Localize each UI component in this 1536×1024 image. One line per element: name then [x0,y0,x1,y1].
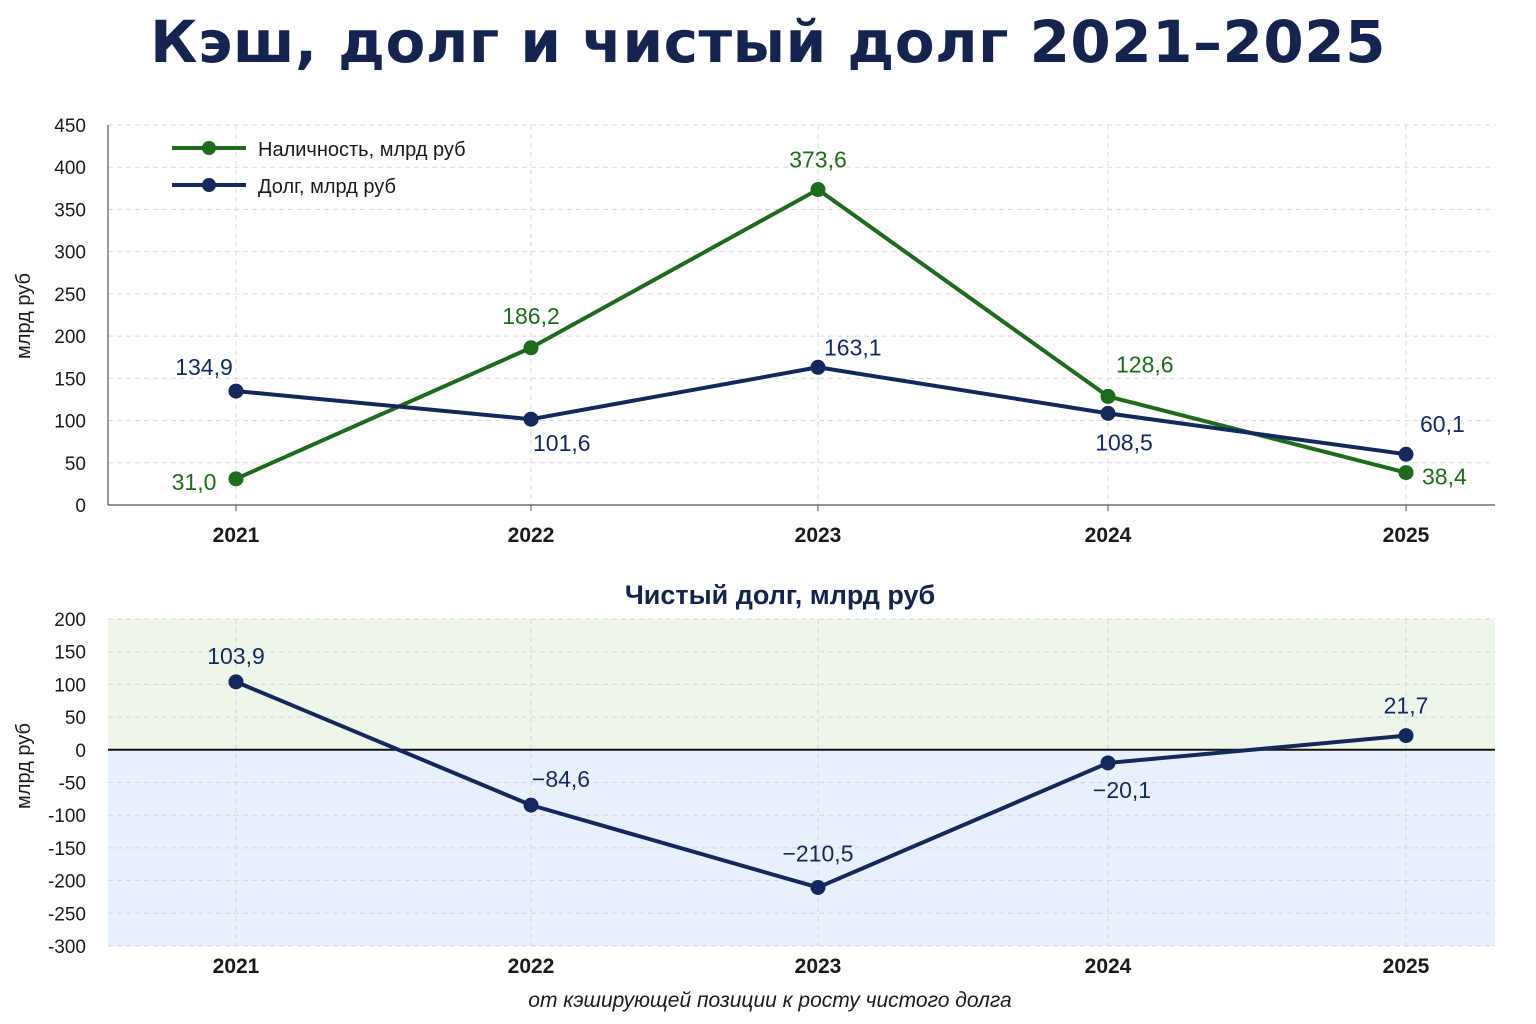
debt-data-label: 101,6 [533,430,591,456]
top-y-tick-label: 300 [54,243,86,264]
top-legend: Наличность, млрд руб Долг, млрд руб [172,139,466,198]
legend-debt-label: Долг, млрд руб [258,176,396,198]
bottom-y-tick-label: -150 [48,839,86,860]
debt-data-label: 163,1 [824,334,882,360]
cash-data-point [1100,388,1116,404]
debt-data-point [1100,405,1116,421]
top-x-tick-label: 2025 [1383,524,1430,547]
top-y-tick-label: 50 [65,454,86,475]
debt-series-line [235,365,1407,457]
net-debt-data-label: −84,6 [532,766,590,792]
top-y-tick-label: 0 [75,496,86,517]
net-debt-data-point [523,797,539,813]
bottom-y-tick-label: 150 [54,643,86,664]
top-y-tick-label: 450 [54,116,86,137]
debt-data-label: 60,1 [1420,411,1465,437]
legend-debt-marker [202,178,216,192]
debt-data-point [1398,446,1414,462]
net-debt-data-label: −20,1 [1093,777,1151,803]
bottom-series [228,674,1414,895]
main-title: Кэш, долг и чистый долг 2021–2025 [150,8,1386,76]
bottom-x-tick-label: 2023 [795,955,842,978]
bottom-y-tick-label: 50 [65,708,86,729]
top-x-tick-label: 2022 [508,524,555,547]
legend-cash-marker [202,141,216,155]
debt-data-label: 108,5 [1095,429,1153,455]
cash-data-label: 186,2 [502,303,560,329]
net-debt-data-point [228,674,244,690]
bottom-x-tick-label: 2025 [1383,955,1430,978]
net-debt-data-point [810,879,826,895]
bottom-chart-title: Чистый долг, млрд руб [625,580,935,610]
cash-data-label: 128,6 [1116,351,1174,377]
bottom-y-tick-label: -100 [48,806,86,827]
net-debt-data-point [1398,728,1414,744]
top-y-tick-label: 100 [54,412,86,433]
bottom-y-tick-label: 100 [54,675,86,696]
cash-data-label: 373,6 [789,147,847,173]
net-debt-data-label: 21,7 [1384,693,1429,719]
top-x-tick-label: 2021 [213,524,260,547]
bottom-y-tick-label: 200 [54,610,86,631]
net-debt-data-point [1100,755,1116,771]
cash-data-point [523,340,539,356]
bottom-x-tick-label: 2022 [508,955,555,978]
top-axes: 0 50 100 150 200 250 300 350 400 450 2021 2022 2023 2… [54,116,1495,547]
top-x-tick-label: 2023 [795,524,842,547]
top-y-tick-label: 250 [54,285,86,306]
debt-data-point [228,383,244,399]
bottom-data-labels: 103,9 −84,6 −210,5 −20,1 21,7 [207,643,1428,867]
bottom-y-tick-label: -250 [48,904,86,925]
debt-data-point [810,359,826,375]
debt-data-label: 134,9 [175,354,233,380]
top-series [228,182,1414,487]
bottom-y-axis-label: млрд руб [13,723,35,809]
top-y-tick-label: 200 [54,327,86,348]
cash-data-point [228,471,244,487]
cash-data-point [1398,465,1414,481]
top-y-tick-label: 350 [54,200,86,221]
bottom-x-tick-label: 2024 [1085,955,1132,978]
net-debt-data-label: 103,9 [207,643,265,669]
top-y-tick-label: 400 [54,158,86,179]
top-x-tick-label: 2024 [1085,524,1132,547]
cash-data-label: 38,4 [1422,464,1467,490]
cash-data-label: 31,0 [172,469,217,495]
bottom-chart: Чистый долг, млрд руб 200 150 100 50 0 -50 -10… [13,580,1495,1012]
top-y-tick-label: 150 [54,369,86,390]
bottom-y-tick-label: -200 [48,872,86,893]
bottom-y-tick-label: -300 [48,937,86,958]
net-debt-data-label: −210,5 [783,840,854,866]
bottom-x-tick-label: 2021 [213,955,260,978]
legend-cash-label: Наличность, млрд руб [258,139,466,161]
top-chart: 0 50 100 150 200 250 300 350 400 450 2021 2022 2023 2… [13,116,1495,547]
bottom-y-tick-label: 0 [75,741,86,762]
bottom-x-axis-caption: от кэширующей позиции к росту чистого до… [528,989,1011,1012]
top-y-axis-label: млрд руб [13,273,35,359]
top-data-labels: 31,0 186,2 373,6 128,6 38,4 134,9 101,6 163,1 10… [172,147,1467,495]
cash-series-line [235,187,1407,481]
cash-data-point [810,182,826,198]
debt-data-point [523,411,539,427]
bottom-y-tick-label: -50 [59,774,86,795]
